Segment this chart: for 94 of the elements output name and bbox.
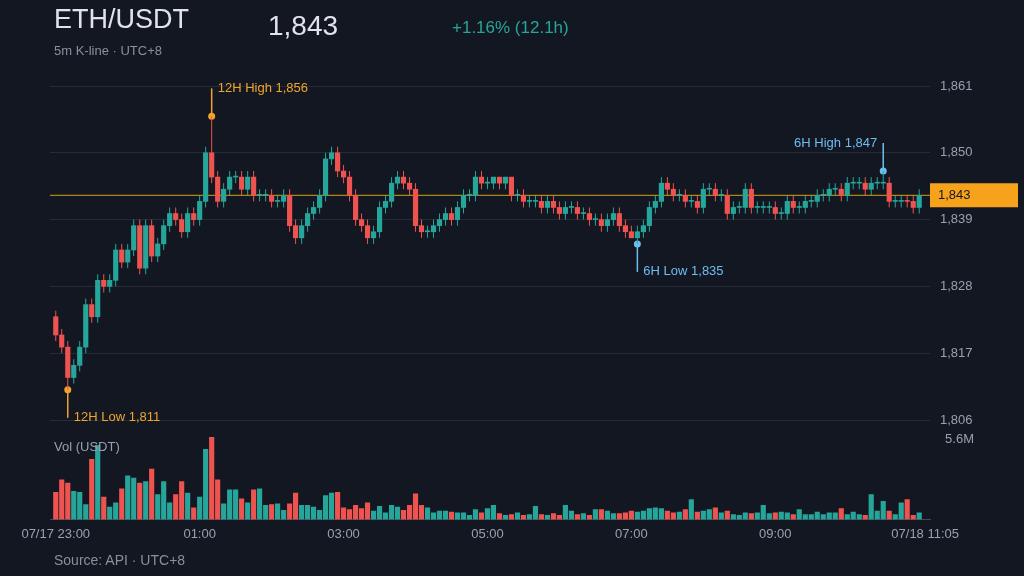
candlestick [724,188,730,221]
bar [580,513,586,520]
bar [538,514,545,520]
candlestick [520,188,527,208]
y-tick-label: 1,806 [940,411,973,427]
bar [682,509,688,520]
bar [790,514,796,520]
source-note: Source: API · UTC+8 [54,552,186,568]
bar [592,509,598,520]
candlestick [916,188,922,215]
y-tick-label: 1,839 [940,211,973,227]
candlestick [239,170,245,196]
candlestick [838,182,844,202]
candlestick [772,200,778,221]
bar [245,502,251,520]
candlestick [185,206,191,239]
y-tick-label: 1,850 [940,144,973,160]
chart-title: ETH/USDT [54,4,189,35]
bar [269,504,275,520]
x-tick-label: 09:00 [759,525,792,541]
bar [514,512,521,520]
bar [119,488,125,520]
annotation: 12H Low 1,811 [73,409,161,425]
bar [143,481,149,520]
annotation: 12H High 1,856 [217,79,309,95]
x-tick-label: 05:00 [471,525,504,541]
bar [191,507,197,520]
x-tick-label: 01:00 [183,525,216,541]
y-tick-label: 1,828 [940,277,973,293]
candlestick [119,243,125,269]
x-tick-label: 07/18 11:05 [891,525,960,541]
x-tick-label: 03:00 [327,525,360,541]
candlestick [682,188,688,208]
y-tick-label: 1,817 [940,344,973,360]
bar [712,507,718,520]
candlestick [586,206,593,227]
text: +1.16% (12.1h) [452,18,569,38]
bar [89,458,95,520]
bar [478,512,485,520]
candlestick [790,194,796,215]
candlestick [53,310,59,342]
x-tick-label: 07:00 [615,525,648,541]
bar [772,512,778,520]
candlestick [101,273,107,293]
candlestick [59,328,65,354]
bar [149,468,155,520]
annotation: 6H Low 1,835 [643,263,724,279]
candlestick [694,194,700,215]
y-tick-label: 1,861 [940,77,973,93]
candlestick [862,176,868,196]
candlestick [89,298,95,324]
bar [718,512,724,520]
bar [838,508,844,520]
candlestick [335,146,341,178]
candlestick [886,176,892,208]
candlestick [712,182,718,202]
candlestick [748,182,754,215]
candlestick [538,194,545,215]
bar [886,510,892,520]
candlestick [574,200,580,221]
bar [688,499,694,520]
annotation: 6H High 1,847 [794,134,878,150]
bar [916,512,922,520]
candlestick [245,170,251,196]
bar [598,509,604,520]
bar [574,514,580,520]
ref-line-label: 1,843 [938,186,971,202]
candlestick [125,243,131,269]
candlestick [251,170,257,202]
x-tick-label: 07/17 23:00 [21,525,91,541]
candlestick [269,188,275,208]
bar [724,510,730,520]
bar [101,496,107,520]
candlestick [544,194,550,215]
bar [748,513,754,520]
candlestick [155,237,161,263]
candlestick [191,206,197,227]
text: 5.6M [945,430,974,446]
bar [185,492,191,520]
chart-subtitle: 5m K-line · UTC+8 [54,43,162,58]
candlestick [448,206,455,227]
candlestick [508,176,515,202]
candlestick [328,146,335,166]
candlestick [868,176,874,196]
candlestick [580,206,586,221]
y-axis-title: Vol (USDT) [54,438,120,454]
candlestick [844,176,850,202]
bar [496,513,503,520]
bar [239,498,245,520]
bar [508,514,515,520]
bar [251,489,257,520]
text: 1,843 [268,10,339,42]
candlestick [598,213,604,233]
bar [137,482,143,520]
